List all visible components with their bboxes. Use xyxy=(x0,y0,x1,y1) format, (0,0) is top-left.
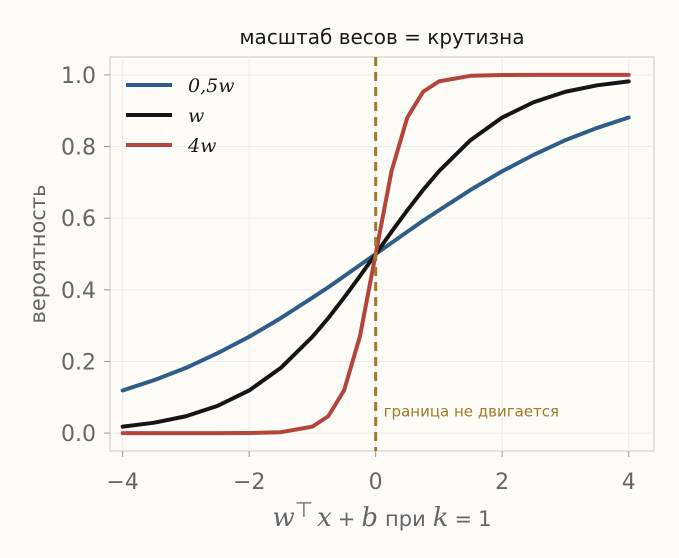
x-tick-label: −2 xyxy=(233,470,265,495)
x-tick-label: 2 xyxy=(495,470,509,495)
y-tick-label: 0.2 xyxy=(61,350,96,375)
x-tick-label: −4 xyxy=(106,470,138,495)
x-tick-label: 4 xyxy=(622,470,636,495)
y-tick-label: 0.8 xyxy=(61,136,96,161)
legend-label-1: w xyxy=(188,105,204,127)
y-tick-label: 0.6 xyxy=(61,207,96,232)
y-tick-label: 0.4 xyxy=(61,279,96,304)
chart-title: масштаб весов = крутизна xyxy=(239,25,524,49)
x-tick-label: 0 xyxy=(369,470,383,495)
legend: 0,5w w 4w xyxy=(126,75,234,157)
ticks: −4 −2 0 2 4 0.0 0.2 0.4 0.6 0.8 1.0 xyxy=(61,64,636,495)
x-label-w: w xyxy=(273,503,295,533)
x-axis-label: w⊤ x + b при k = 1 xyxy=(273,498,492,533)
legend-label-0: 0,5w xyxy=(188,75,234,97)
y-tick-label: 1.0 xyxy=(61,64,96,89)
plot-area xyxy=(109,56,655,452)
x-label-plus: + xyxy=(338,507,356,531)
boundary-annotation: граница не двигается xyxy=(384,403,559,421)
x-label-b: b xyxy=(361,503,378,533)
x-label-one: 1 xyxy=(478,507,491,531)
x-label-eq: = xyxy=(455,507,473,531)
x-label-k: k xyxy=(433,503,449,533)
x-label-pri: при xyxy=(385,507,426,531)
y-tick-label: 0.0 xyxy=(61,422,96,447)
legend-label-2: 4w xyxy=(187,135,216,157)
x-label-x: x xyxy=(317,503,332,533)
x-label-transpose: ⊤ xyxy=(295,498,313,522)
y-axis-label: вероятность xyxy=(26,184,50,323)
boundary-layer: граница не двигается xyxy=(374,57,559,451)
